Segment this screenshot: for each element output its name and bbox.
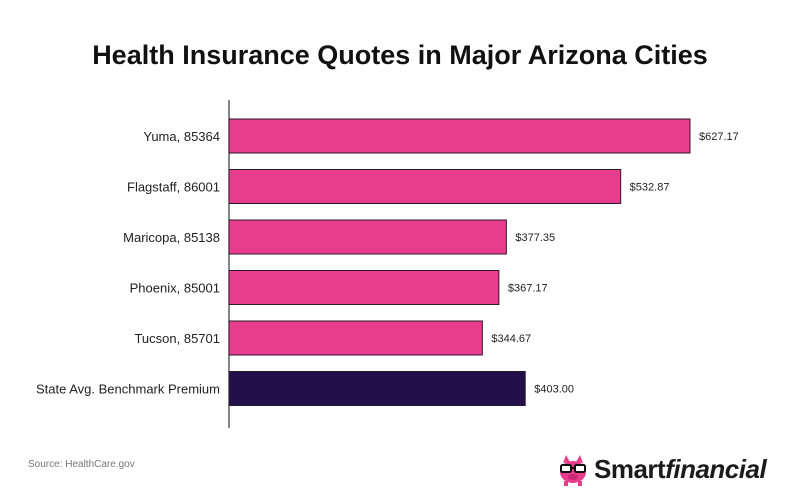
bar-5 xyxy=(228,371,526,406)
bar-4 xyxy=(228,320,483,356)
smartfinancial-logo: Smartfinancial xyxy=(556,452,772,486)
category-label-2: Maricopa, 85138 xyxy=(123,230,220,245)
category-label-4: Tucson, 85701 xyxy=(134,331,220,346)
brand-name-italic: financial xyxy=(665,454,767,484)
brand-name-strong: Smart xyxy=(594,454,666,484)
value-label-0: $627.17 xyxy=(699,131,739,143)
source-note: Source: HealthCare.gov xyxy=(28,459,135,470)
piggy-bank-icon xyxy=(560,455,586,486)
bar-3 xyxy=(228,270,500,305)
bar-1 xyxy=(228,169,622,204)
value-label-5: $403.00 xyxy=(534,384,574,396)
brand-wordmark: Smartfinancial xyxy=(594,454,767,485)
value-label-2: $377.35 xyxy=(515,232,555,244)
category-label-3: Phoenix, 85001 xyxy=(130,281,220,296)
category-label-1: Flagstaff, 86001 xyxy=(127,180,220,195)
value-label-3: $367.17 xyxy=(508,283,548,295)
chart-title: Health Insurance Quotes in Major Arizona… xyxy=(92,40,708,70)
category-label-0: Yuma, 85364 xyxy=(143,129,220,144)
bar-2 xyxy=(228,219,507,255)
value-label-4: $344.67 xyxy=(491,333,531,345)
bar-0 xyxy=(228,118,691,154)
category-label-5: State Avg. Benchmark Premium xyxy=(36,382,220,397)
value-label-1: $532.87 xyxy=(630,182,670,194)
